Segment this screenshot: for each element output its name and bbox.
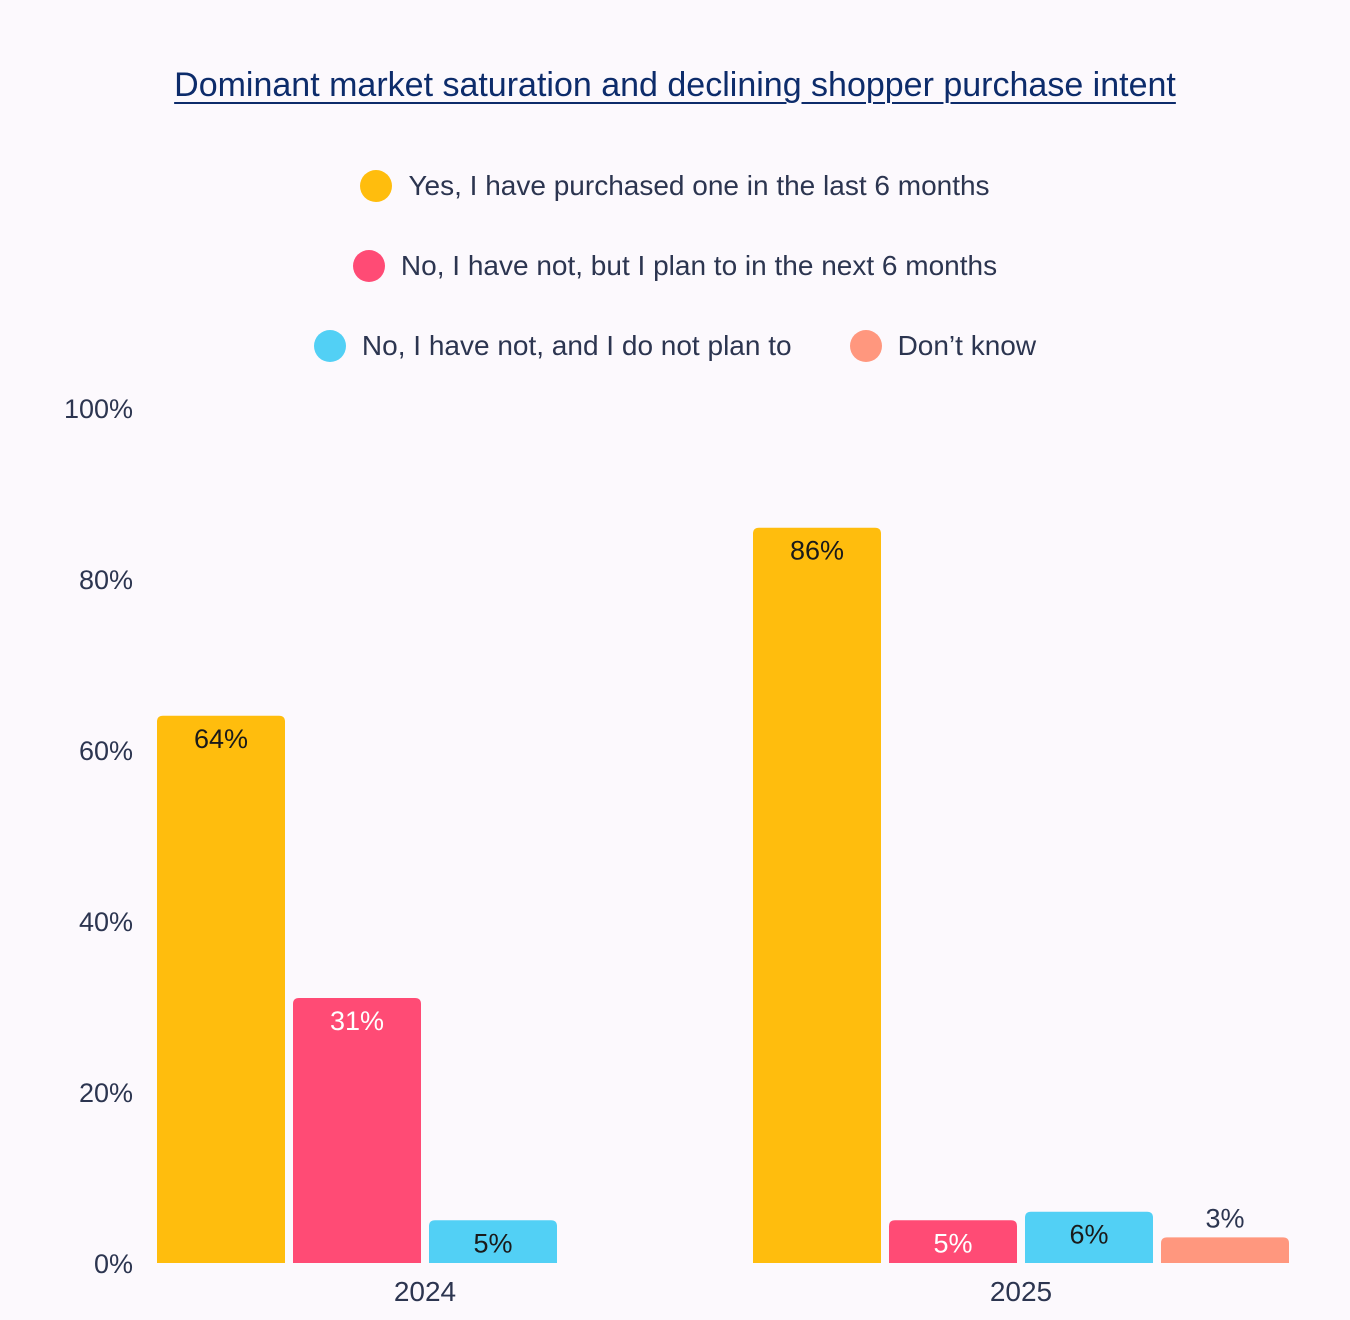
y-tick-label: 80% — [79, 565, 133, 595]
legend-label-dont-know: Don’t know — [897, 330, 1037, 361]
y-tick-label: 60% — [79, 736, 133, 766]
legend-dot-not-plan — [313, 330, 346, 362]
y-tick-label: 100% — [64, 394, 133, 424]
legend-label-plan-to: No, I have not, but I plan to in the nex… — [400, 250, 998, 281]
bar-2025-series-0[interactable] — [753, 527, 881, 1263]
x-category-label: 2025 — [990, 1276, 1052, 1307]
y-tick-label: 40% — [79, 907, 133, 937]
bar-2024-series-2[interactable] — [429, 1220, 557, 1263]
bar-2024-series-0[interactable] — [157, 715, 285, 1263]
legend-item-purchased[interactable]: Yes, I have purchased one in the last 6 … — [360, 170, 990, 202]
legend-dot-purchased — [360, 170, 393, 202]
legend-item-dont-know[interactable]: Don’t know — [849, 330, 1037, 362]
legend-dot-plan-to — [352, 250, 385, 282]
data-label: 64% — [194, 724, 248, 754]
legend-item-plan-to[interactable]: No, I have not, but I plan to in the nex… — [352, 250, 998, 282]
bar-2025-series-3[interactable] — [1161, 1237, 1289, 1263]
data-label: 5% — [473, 1228, 512, 1258]
chart-title[interactable]: Dominant market saturation and declining… — [174, 66, 1176, 104]
data-label: 31% — [330, 1006, 384, 1036]
bar-2025-series-1[interactable] — [889, 1220, 1017, 1263]
data-label: 3% — [1205, 1203, 1244, 1233]
legend-label-not-plan: No, I have not, and I do not plan to — [361, 330, 792, 361]
data-label: 5% — [933, 1228, 972, 1258]
legend-label-purchased: Yes, I have purchased one in the last 6 … — [408, 170, 990, 201]
legend-item-not-plan[interactable]: No, I have not, and I do not plan to — [313, 330, 792, 362]
data-label: 86% — [790, 536, 844, 566]
bar-2024-series-1[interactable] — [293, 997, 421, 1263]
x-category-label: 2024 — [394, 1276, 456, 1307]
legend-row-3: No, I have not, and I do not plan to Don… — [0, 330, 1350, 362]
data-label: 6% — [1069, 1220, 1108, 1250]
legend-row-1: Yes, I have purchased one in the last 6 … — [0, 170, 1350, 202]
bar-2025-series-2[interactable] — [1025, 1211, 1153, 1263]
legend-row-2: No, I have not, but I plan to in the nex… — [0, 250, 1350, 282]
legend-dot-dont-know — [849, 330, 882, 362]
y-tick-label: 20% — [79, 1078, 133, 1108]
y-tick-label: 0% — [94, 1249, 133, 1279]
